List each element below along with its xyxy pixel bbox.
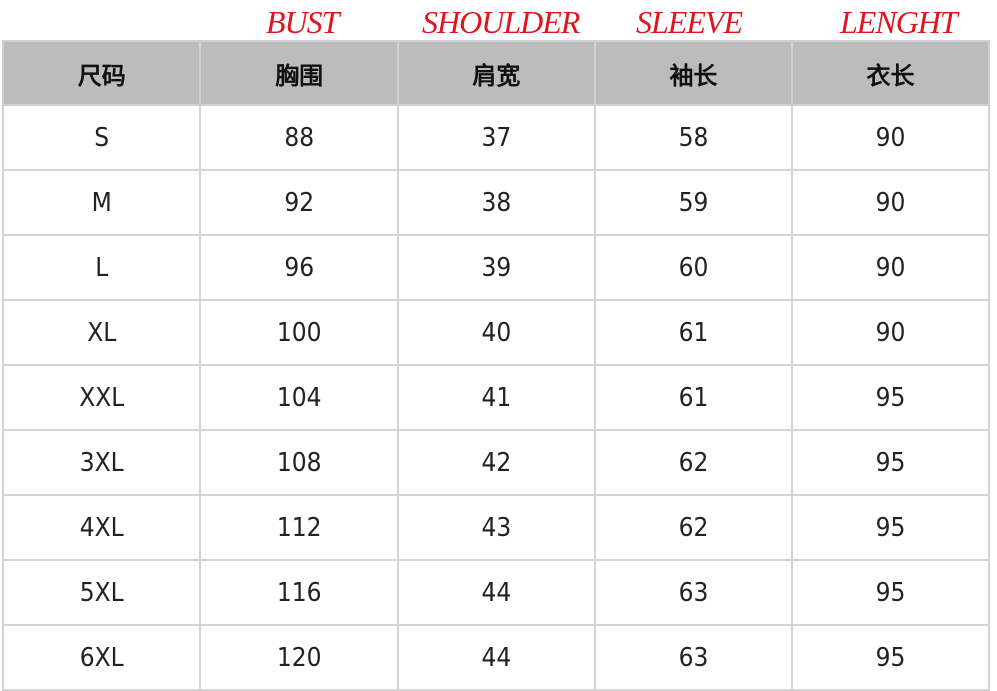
header-bust: 胸围: [199, 40, 399, 106]
cell-length: 90: [790, 299, 991, 366]
cell-size: 6XL: [1, 624, 202, 691]
cell-bust: 108: [199, 429, 399, 496]
header-row: 尺码 胸围 肩宽 袖长 衣长: [1, 40, 991, 106]
cell-shoulder: 44: [396, 624, 596, 691]
cell-sleeve: 63: [593, 559, 793, 626]
table-row: M 92 38 59 90: [1, 169, 991, 236]
cell-sleeve: 60: [593, 234, 793, 301]
table-row: XL 100 40 61 90: [1, 299, 991, 366]
label-length: LENGHT: [840, 4, 958, 40]
cell-size: 3XL: [1, 429, 202, 496]
table-row: XXL 104 41 61 95: [1, 364, 991, 431]
cell-size: 5XL: [1, 559, 202, 626]
cell-length: 90: [790, 169, 991, 236]
header-size: 尺码: [1, 40, 202, 106]
cell-size: 4XL: [1, 494, 202, 561]
cell-sleeve: 61: [593, 299, 793, 366]
cell-shoulder: 43: [396, 494, 596, 561]
cell-length: 95: [790, 624, 991, 691]
header-sleeve: 袖长: [593, 40, 793, 106]
cell-sleeve: 58: [593, 104, 793, 171]
cell-bust: 96: [199, 234, 399, 301]
cell-shoulder: 40: [396, 299, 596, 366]
cell-shoulder: 39: [396, 234, 596, 301]
cell-size: XXL: [1, 364, 202, 431]
cell-shoulder: 37: [396, 104, 596, 171]
table-row: 4XL 112 43 62 95: [1, 494, 991, 561]
cell-length: 95: [790, 429, 991, 496]
cell-shoulder: 42: [396, 429, 596, 496]
cell-size: XL: [1, 299, 202, 366]
cell-sleeve: 62: [593, 429, 793, 496]
label-shoulder: SHOULDER: [422, 4, 580, 40]
cell-sleeve: 59: [593, 169, 793, 236]
header-length: 衣长: [790, 40, 991, 106]
cell-size: L: [1, 234, 202, 301]
cell-bust: 92: [199, 169, 399, 236]
table-row: 5XL 116 44 63 95: [1, 559, 991, 626]
cell-sleeve: 63: [593, 624, 793, 691]
cell-bust: 116: [199, 559, 399, 626]
cell-bust: 100: [199, 299, 399, 366]
cell-length: 95: [790, 494, 991, 561]
table-row: L 96 39 60 90: [1, 234, 991, 301]
cell-length: 90: [790, 234, 991, 301]
cell-bust: 88: [199, 104, 399, 171]
table-row: 3XL 108 42 62 95: [1, 429, 991, 496]
label-sleeve: SLEEVE: [636, 4, 743, 40]
cell-length: 90: [790, 104, 991, 171]
cell-shoulder: 41: [396, 364, 596, 431]
cell-bust: 120: [199, 624, 399, 691]
table-row: S 88 37 58 90: [1, 104, 991, 171]
header-shoulder: 肩宽: [396, 40, 596, 106]
table-row: 6XL 120 44 63 95: [1, 624, 991, 691]
cell-sleeve: 61: [593, 364, 793, 431]
cell-shoulder: 44: [396, 559, 596, 626]
label-bust: BUST: [266, 4, 339, 40]
cell-length: 95: [790, 364, 991, 431]
cell-length: 95: [790, 559, 991, 626]
size-chart-table: 尺码 胸围 肩宽 袖长 衣长 S 88 37 58 90 M 92 38 59 90 L 96 39 60…: [1, 40, 991, 691]
cell-sleeve: 62: [593, 494, 793, 561]
cell-bust: 112: [199, 494, 399, 561]
cell-bust: 104: [199, 364, 399, 431]
cell-shoulder: 38: [396, 169, 596, 236]
cell-size: M: [1, 169, 202, 236]
cell-size: S: [1, 104, 202, 171]
